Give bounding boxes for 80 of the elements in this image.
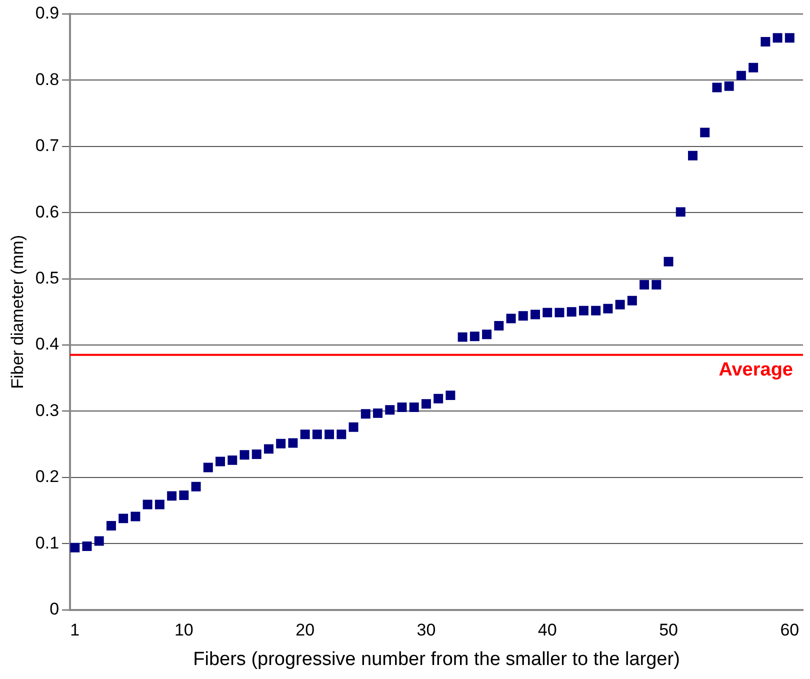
point bbox=[142, 500, 152, 510]
y-tick-label: 0.8 bbox=[35, 70, 60, 89]
point bbox=[760, 37, 770, 47]
point bbox=[167, 491, 177, 501]
x-tick-label: 60 bbox=[780, 620, 800, 640]
point bbox=[348, 422, 358, 432]
point bbox=[506, 314, 516, 324]
y-tick-label: 0.2 bbox=[35, 467, 60, 486]
y-tick-label: 0 bbox=[50, 599, 60, 618]
point bbox=[554, 308, 564, 318]
point bbox=[664, 256, 674, 266]
point bbox=[324, 430, 334, 440]
point bbox=[434, 394, 444, 404]
point bbox=[216, 456, 226, 466]
point bbox=[530, 310, 540, 320]
point bbox=[409, 402, 419, 412]
point bbox=[336, 430, 346, 440]
y-axis-title: Fiber diameter (mm) bbox=[8, 234, 27, 389]
point bbox=[458, 332, 468, 342]
point bbox=[154, 500, 164, 510]
point bbox=[446, 390, 456, 400]
point bbox=[518, 311, 528, 321]
point bbox=[482, 330, 492, 340]
ref-line-label: Average bbox=[718, 360, 793, 381]
point bbox=[772, 33, 782, 43]
point bbox=[300, 430, 310, 440]
x-tick-label: 40 bbox=[538, 620, 557, 640]
point bbox=[712, 82, 722, 92]
y-tick-label: 0.6 bbox=[35, 202, 60, 222]
x-tick-label: 1 bbox=[70, 620, 80, 640]
point bbox=[240, 450, 250, 460]
point bbox=[688, 150, 698, 160]
point bbox=[748, 62, 758, 72]
point bbox=[312, 430, 322, 440]
point bbox=[784, 33, 794, 43]
point bbox=[82, 542, 92, 551]
point bbox=[252, 449, 262, 459]
point bbox=[652, 280, 662, 290]
point bbox=[264, 444, 274, 454]
y-tick-label: 0.7 bbox=[35, 136, 60, 156]
y-tick-label: 0.5 bbox=[35, 268, 60, 288]
point bbox=[373, 408, 382, 418]
point bbox=[421, 399, 431, 409]
point bbox=[70, 542, 80, 552]
point bbox=[578, 306, 588, 316]
x-axis-title: Fibers (progressive number from the smaller to the larger) bbox=[193, 648, 680, 670]
point bbox=[676, 207, 686, 217]
point bbox=[542, 308, 552, 318]
point bbox=[118, 514, 128, 524]
point bbox=[130, 512, 140, 522]
point bbox=[276, 438, 286, 448]
x-tick-label: 50 bbox=[659, 620, 678, 640]
point bbox=[228, 455, 238, 465]
y-tick-label: 0.1 bbox=[35, 533, 60, 552]
point bbox=[397, 402, 407, 412]
point bbox=[470, 332, 480, 342]
y-tick-label: 0.4 bbox=[35, 334, 60, 354]
point bbox=[627, 296, 637, 306]
point bbox=[203, 462, 213, 472]
point bbox=[191, 482, 201, 492]
point bbox=[494, 321, 504, 331]
point bbox=[603, 304, 613, 314]
point bbox=[640, 280, 650, 290]
x-tick-label: 20 bbox=[296, 620, 315, 640]
point bbox=[736, 70, 746, 80]
point bbox=[591, 306, 601, 316]
y-tick-label: 0.9 bbox=[35, 4, 60, 23]
y-tick-label: 0.3 bbox=[35, 400, 60, 420]
point bbox=[566, 307, 576, 317]
point bbox=[106, 520, 116, 530]
point bbox=[385, 405, 395, 415]
x-tick-label: 10 bbox=[174, 620, 194, 640]
point bbox=[724, 81, 734, 91]
point bbox=[700, 128, 710, 138]
point bbox=[288, 438, 298, 448]
point bbox=[179, 490, 189, 500]
point bbox=[94, 536, 104, 546]
point bbox=[360, 409, 370, 419]
point bbox=[615, 300, 625, 310]
x-tick-label: 30 bbox=[416, 620, 436, 640]
